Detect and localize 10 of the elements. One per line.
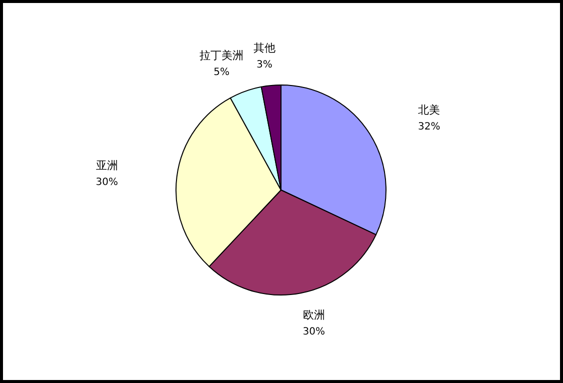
data-label: 5%: [214, 66, 230, 78]
data-label: 30%: [302, 326, 326, 338]
slice-label: 北美: [418, 104, 440, 117]
slice-label: 欧洲: [302, 308, 325, 322]
slice-label: 其他: [253, 42, 276, 55]
data-label: 3%: [256, 60, 272, 71]
slice-label: 亚洲: [96, 159, 118, 172]
data-label: 30%: [96, 177, 118, 188]
slice-label: 拉丁美洲: [200, 48, 244, 62]
data-label: 32%: [418, 122, 440, 133]
